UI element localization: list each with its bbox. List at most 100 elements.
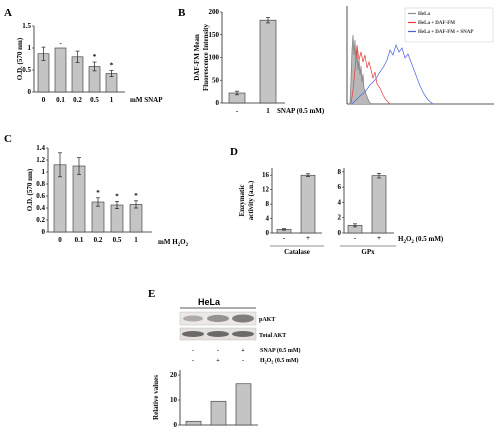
x-unit-part: O (180, 238, 186, 246)
histogram-curve (350, 44, 391, 105)
x-unit-part: 2 (403, 240, 406, 245)
y-axis-label: activity (a.u.) (247, 180, 255, 220)
legend-entry: HeLa + DAF-FM (418, 21, 455, 26)
y-tick-label: 0.6 (36, 192, 45, 200)
histogram-curve (351, 43, 434, 105)
y-tick-label: 0.5 (22, 66, 31, 74)
x-tick-label: - (354, 234, 357, 242)
x-tick-label: - (283, 234, 286, 242)
bar (185, 420, 202, 426)
y-tick-label: 12 (262, 186, 270, 194)
significance-marker: * (134, 192, 138, 200)
x-unit-part: mM H (158, 238, 178, 246)
blot-conditions: - - + - + - (192, 348, 245, 364)
blot-band (207, 314, 229, 323)
x-tick-label: + (377, 234, 381, 242)
y-tick-label: 1.4 (36, 144, 45, 152)
y-tick-label: 20 (170, 371, 178, 379)
panel-d-label: D (230, 146, 238, 158)
x-unit-label: mM SNAP (130, 96, 163, 104)
x-unit-part: O (406, 235, 412, 243)
y-tick-label: 10 (170, 396, 178, 404)
y-tick-label: 8 (266, 200, 270, 208)
legend-entry: HeLa + DAF-FM + SNAP (418, 30, 473, 35)
y-tick-label: 2 (338, 214, 342, 222)
flow-histogram: HeLa HeLa + DAF-FM HeLa + DAF-FM + SNAP (346, 6, 494, 105)
y-tick-label: 0 (266, 229, 270, 237)
y-tick-label: 0.4 (36, 204, 45, 212)
y-axis-label: O.D. (570 nm) (16, 37, 24, 80)
blot-title: HeLa (198, 297, 221, 307)
lane-snap-sign: - (217, 348, 219, 354)
x-tick-label: 0.1 (75, 236, 84, 244)
significance-marker: * (96, 189, 100, 197)
y-tick-label: 0 (42, 228, 46, 236)
blot-band (182, 331, 204, 337)
panel-a-label: A (4, 7, 12, 19)
y-tick-label: 4 (266, 215, 270, 223)
lane-h2o2-sign: - (242, 358, 244, 364)
y-tick-label: 0.2 (36, 216, 45, 224)
y-tick-label: 100 (209, 54, 220, 62)
y-axis-label: Relative values (152, 375, 160, 420)
y-axis-label: Fluorescence Intensity (202, 24, 210, 91)
legend-entry: HeLa (418, 12, 430, 17)
y-axis-label: Enzymatic (238, 185, 246, 217)
x-unit-part: H (398, 235, 404, 243)
x-tick-label: + (306, 234, 310, 242)
x-tick-label: 1 (266, 107, 270, 115)
y-tick-label: 1.2 (36, 156, 45, 164)
blot-band (232, 331, 254, 337)
y-tick-label: 200 (209, 8, 220, 16)
western-blot (179, 311, 257, 341)
histogram-curve (349, 34, 373, 105)
group-label: GPx (361, 248, 375, 256)
bar (72, 165, 86, 233)
x-tick-label: 1 (110, 96, 114, 104)
group-label: Catalase (284, 248, 310, 256)
bar (110, 204, 124, 233)
panel-c-chart: 0 0.2 0.4 0.6 0.8 1 1.2 1.4 0 0.1 * 0.2 * 0.5 * 1 O.D. (… (26, 144, 189, 248)
cond-h2o2-label: H2O2 (0.5 mM) (260, 357, 299, 365)
panel-d-catalase-chart: 0 4 8 12 16 Enzymatic activity (a.u.) - + Catalas… (238, 168, 324, 256)
blot-band (183, 315, 203, 322)
x-tick-label: 0 (58, 236, 62, 244)
significance-marker: * (110, 61, 114, 69)
blot-band (207, 331, 229, 337)
blot-label-total-akt: Total AKT (259, 333, 286, 339)
x-unit-label: H2O2 (0.5 mM) (398, 235, 444, 245)
x-unit-part: 2 (411, 240, 414, 245)
x-unit-part: 2 (186, 243, 189, 248)
legend-box (404, 7, 494, 43)
bar (129, 204, 143, 233)
y-tick-label: 1 (28, 44, 32, 52)
y-axis-label: O.D. (570 nm) (26, 168, 34, 211)
bar (54, 47, 67, 93)
y-tick-label: 150 (209, 31, 220, 39)
bar (259, 19, 277, 104)
y-tick-label: 1.5 (22, 22, 31, 30)
x-tick-label: 1 (134, 236, 138, 244)
panel-e-label: E (148, 288, 155, 300)
x-unit-part: (0.5 mM) (414, 235, 444, 243)
y-tick-label: 50 (212, 76, 220, 84)
bar (210, 400, 227, 426)
y-tick-label: 16 (262, 171, 270, 179)
x-unit-label: SNAP (0.5 mM) (277, 107, 325, 115)
lane-snap-sign: - (192, 348, 194, 354)
bar (300, 174, 316, 234)
blot-label-pakt: pAKT (259, 317, 275, 323)
lane-h2o2-sign: + (216, 358, 220, 364)
panel-b-chart: 0 50 100 150 200 - 1 DAF-FM Mean Fluorescence In… (193, 8, 325, 115)
y-tick-label: 0 (174, 421, 178, 429)
y-axis-label: DAF-FM Mean (193, 34, 201, 81)
x-unit-part: 2 (178, 243, 181, 248)
significance-marker: * (93, 53, 97, 61)
panel-e-chart: 0 10 20 Relative values (152, 370, 258, 429)
x-tick-label: - (236, 107, 239, 115)
lane-h2o2-sign: - (192, 358, 194, 364)
y-tick-label: 0.8 (36, 180, 45, 188)
x-unit-label: mM H2O2 (158, 238, 189, 248)
